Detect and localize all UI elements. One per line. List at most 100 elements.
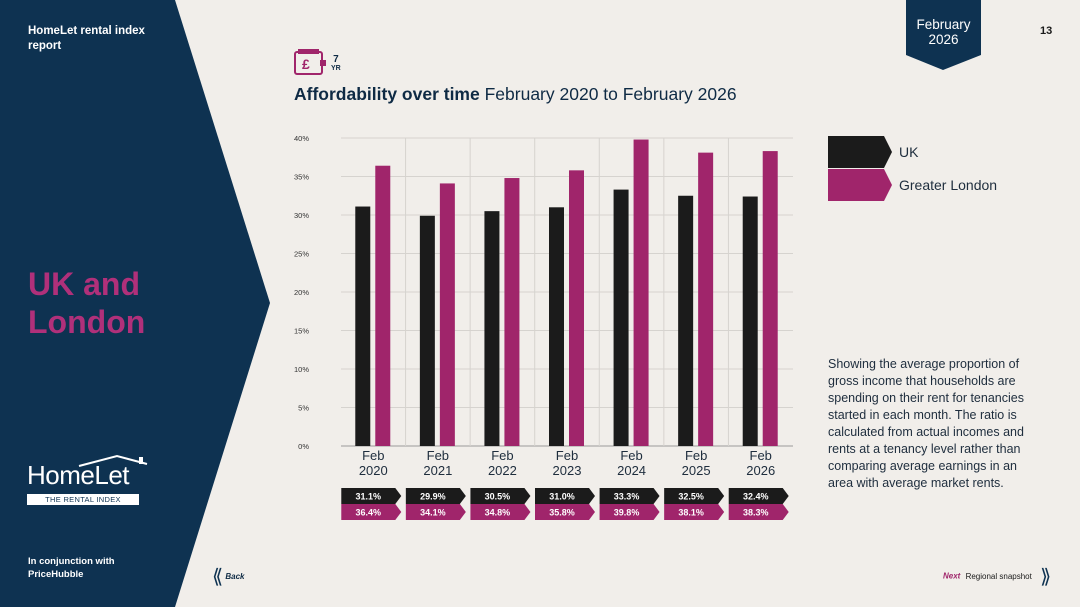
chart-description: Showing the average proportion of gross … bbox=[828, 357, 1024, 490]
x-tick-label: 2024 bbox=[617, 463, 646, 478]
bar-uk bbox=[613, 189, 629, 446]
value-tag-london bbox=[341, 504, 402, 520]
bar-london bbox=[375, 165, 391, 446]
svg-text:£: £ bbox=[302, 56, 310, 72]
heading-rest: February 2020 to February 2026 bbox=[484, 84, 737, 104]
data-label-uk: 33.3% bbox=[614, 492, 640, 502]
value-tag-uk bbox=[341, 488, 402, 504]
data-label-uk: 31.0% bbox=[549, 492, 575, 502]
y-tick-label: 40% bbox=[294, 134, 309, 143]
value-tag-uk bbox=[470, 488, 531, 504]
x-tick-label: Feb bbox=[556, 448, 578, 463]
x-tick-label: 2026 bbox=[746, 463, 775, 478]
legend-label-london: Greater London bbox=[899, 177, 998, 193]
double-chevron-right-icon: ⟫ bbox=[1040, 566, 1051, 588]
data-label-london: 39.8% bbox=[614, 508, 640, 518]
period-label: 7 YR bbox=[331, 55, 341, 73]
bar-uk bbox=[484, 211, 500, 446]
legend-label-uk: UK bbox=[899, 144, 919, 160]
conjunction-note: In conjunction with PriceHubble bbox=[28, 556, 115, 580]
heading-bold: Affordability over time bbox=[294, 84, 480, 104]
bar-uk bbox=[678, 195, 694, 446]
data-label-uk: 32.4% bbox=[743, 492, 769, 502]
y-tick-label: 20% bbox=[294, 288, 309, 297]
logo-word: HomeLet bbox=[27, 460, 130, 490]
x-tick-label: Feb bbox=[491, 448, 513, 463]
date-tab bbox=[906, 0, 981, 70]
double-chevron-left-icon: ⟪ bbox=[212, 566, 223, 588]
x-tick-label: 2020 bbox=[359, 463, 388, 478]
bar-uk bbox=[549, 207, 564, 446]
value-tag-uk bbox=[599, 488, 660, 504]
next-target: Regional snapshot bbox=[965, 571, 1032, 581]
x-tick-label: 2025 bbox=[682, 463, 711, 478]
logo-subtitle: THE RENTAL INDEX bbox=[27, 494, 139, 505]
sidebar: HomeLet rental index report UK and Londo… bbox=[0, 0, 270, 607]
back-label: Back bbox=[225, 571, 245, 581]
bar-london bbox=[762, 151, 778, 446]
value-tag-uk bbox=[405, 488, 466, 504]
date-month: February bbox=[916, 17, 971, 32]
chart-heading: Affordability over time February 2020 to… bbox=[294, 84, 737, 105]
bar-london bbox=[569, 170, 584, 446]
date-year: 2026 bbox=[928, 32, 959, 47]
value-tag-london bbox=[599, 504, 660, 520]
pound-wallet-icon: £ bbox=[294, 49, 326, 75]
y-tick-label: 25% bbox=[294, 250, 309, 259]
y-tick-label: 10% bbox=[294, 365, 309, 374]
data-label-uk: 30.5% bbox=[485, 492, 511, 502]
period-unit: YR bbox=[331, 65, 341, 72]
y-tick-label: 5% bbox=[298, 404, 309, 413]
y-tick-label: 30% bbox=[294, 211, 309, 220]
value-tag-uk bbox=[664, 488, 725, 504]
bar-london bbox=[504, 178, 520, 447]
next-button[interactable]: Next Regional snapshot ⟫ bbox=[943, 564, 1051, 589]
sidebar-background bbox=[0, 0, 270, 607]
x-tick-label: Feb bbox=[362, 448, 384, 463]
bar-london bbox=[633, 139, 649, 447]
homelet-logo: HomeLet THE RENTAL INDEX bbox=[27, 454, 148, 505]
value-tag-london bbox=[535, 504, 595, 520]
legend-swatch-london bbox=[828, 169, 892, 201]
date-label: February 2026 bbox=[906, 17, 981, 47]
value-tag-london bbox=[470, 504, 531, 520]
value-tag-uk bbox=[535, 488, 595, 504]
section-title: UK and London bbox=[28, 266, 146, 340]
x-tick-label: Feb bbox=[620, 448, 642, 463]
data-label-london: 34.8% bbox=[485, 508, 511, 518]
data-label-london: 34.1% bbox=[420, 508, 446, 518]
data-label-uk: 29.9% bbox=[420, 492, 446, 502]
back-button[interactable]: ⟪ Back bbox=[212, 564, 244, 589]
bar-london bbox=[698, 152, 714, 446]
y-tick-label: 15% bbox=[294, 327, 309, 336]
period-value: 7 bbox=[333, 54, 339, 65]
value-tag-london bbox=[664, 504, 725, 520]
data-label-uk: 32.5% bbox=[678, 492, 704, 502]
x-tick-label: 2021 bbox=[423, 463, 452, 478]
x-tick-label: Feb bbox=[750, 448, 772, 463]
x-tick-label: Feb bbox=[685, 448, 707, 463]
data-label-london: 35.8% bbox=[549, 508, 575, 518]
legend-swatch-uk bbox=[828, 136, 892, 168]
value-tag-london bbox=[405, 504, 466, 520]
data-label-london: 38.3% bbox=[743, 508, 769, 518]
bar-uk bbox=[355, 206, 371, 446]
bar-uk bbox=[419, 215, 435, 446]
next-label: Next bbox=[943, 571, 961, 581]
bar-uk bbox=[742, 196, 758, 446]
page-number: 13 bbox=[1040, 25, 1053, 37]
value-tag-uk bbox=[728, 488, 789, 504]
x-tick-label: 2023 bbox=[553, 463, 582, 478]
data-label-london: 38.1% bbox=[678, 508, 704, 518]
value-tag-london bbox=[728, 504, 789, 520]
y-tick-label: 0% bbox=[298, 442, 309, 451]
data-label-uk: 31.1% bbox=[356, 492, 382, 502]
y-tick-label: 35% bbox=[294, 173, 309, 182]
roof-icon bbox=[78, 454, 148, 467]
x-tick-label: Feb bbox=[427, 448, 449, 463]
x-tick-label: 2022 bbox=[488, 463, 517, 478]
report-title: HomeLet rental index report bbox=[28, 25, 145, 52]
data-label-london: 36.4% bbox=[356, 508, 382, 518]
bar-london bbox=[439, 183, 455, 446]
